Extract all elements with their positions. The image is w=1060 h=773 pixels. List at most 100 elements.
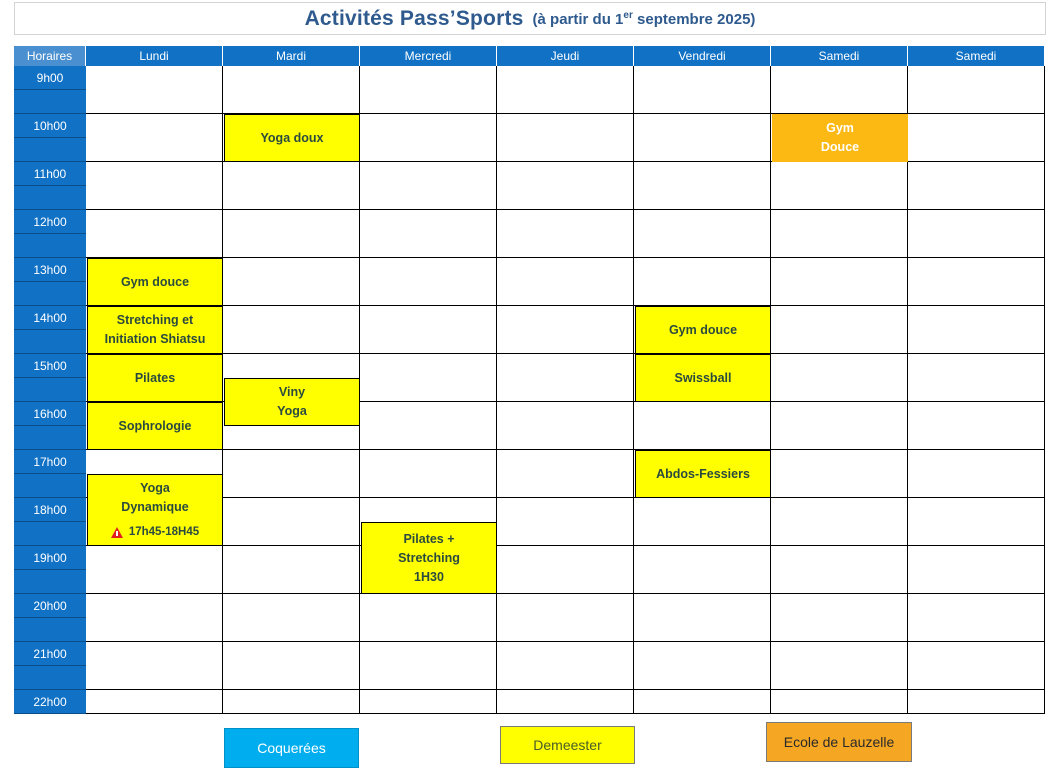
schedule-cell[interactable] — [497, 450, 634, 498]
schedule-cell[interactable] — [771, 306, 908, 354]
schedule-cell[interactable] — [497, 594, 634, 642]
activity-pilates-lundi[interactable]: Pilates — [87, 354, 223, 402]
legend-button-demeester[interactable]: Demeester — [500, 726, 635, 764]
schedule-cell[interactable] — [223, 546, 360, 594]
schedule-cell[interactable] — [360, 450, 497, 498]
schedule-cell[interactable] — [360, 162, 497, 210]
schedule-cell[interactable] — [86, 210, 223, 258]
schedule-cell[interactable] — [771, 690, 908, 714]
schedule-cell[interactable] — [634, 546, 771, 594]
schedule-cell[interactable] — [223, 594, 360, 642]
schedule-cell[interactable] — [908, 498, 1045, 546]
schedule-cell[interactable] — [497, 546, 634, 594]
schedule-cell[interactable] — [86, 642, 223, 690]
schedule-cell[interactable] — [360, 114, 497, 162]
schedule-cell[interactable] — [908, 642, 1045, 690]
schedule-cell[interactable] — [223, 642, 360, 690]
schedule-cell[interactable] — [497, 66, 634, 114]
activity-viny-yoga[interactable]: Viny Yoga — [224, 378, 360, 426]
column-header-mardi[interactable]: Mardi — [223, 46, 360, 66]
schedule-cell[interactable] — [908, 690, 1045, 714]
schedule-cell[interactable] — [908, 258, 1045, 306]
schedule-cell[interactable] — [908, 546, 1045, 594]
schedule-cell[interactable] — [223, 306, 360, 354]
schedule-cell[interactable] — [634, 114, 771, 162]
activity-gym-douce-vendredi[interactable]: Gym douce — [635, 306, 771, 354]
column-header-horaires[interactable]: Horaires — [14, 46, 86, 66]
schedule-cell[interactable] — [360, 642, 497, 690]
column-header-mercredi[interactable]: Mercredi — [360, 46, 497, 66]
schedule-cell[interactable] — [497, 690, 634, 714]
schedule-cell[interactable] — [634, 594, 771, 642]
legend-button-coquerees[interactable]: Coquerées — [224, 728, 359, 768]
schedule-cell[interactable] — [223, 162, 360, 210]
schedule-cell[interactable] — [771, 450, 908, 498]
schedule-cell[interactable] — [223, 690, 360, 714]
column-header-jeudi[interactable]: Jeudi — [497, 46, 634, 66]
schedule-cell[interactable] — [223, 258, 360, 306]
schedule-cell[interactable] — [360, 690, 497, 714]
schedule-cell[interactable] — [634, 642, 771, 690]
schedule-cell[interactable] — [223, 450, 360, 498]
schedule-cell[interactable] — [634, 162, 771, 210]
activity-pilates-stretching[interactable]: Pilates + Stretching 1H30 — [361, 522, 497, 594]
schedule-cell[interactable] — [360, 306, 497, 354]
schedule-cell[interactable] — [86, 690, 223, 714]
schedule-cell[interactable] — [497, 642, 634, 690]
schedule-cell[interactable] — [634, 258, 771, 306]
activity-gym-douce-lundi[interactable]: Gym douce — [87, 258, 223, 306]
schedule-cell[interactable] — [86, 66, 223, 114]
legend-button-ecole-de-lauzelle[interactable]: Ecole de Lauzelle — [766, 722, 912, 762]
schedule-cell[interactable] — [771, 162, 908, 210]
schedule-cell[interactable] — [223, 498, 360, 546]
schedule-cell[interactable] — [497, 114, 634, 162]
schedule-cell[interactable] — [908, 594, 1045, 642]
column-header-samedi1[interactable]: Samedi — [771, 46, 908, 66]
schedule-cell[interactable] — [86, 114, 223, 162]
schedule-cell[interactable] — [771, 210, 908, 258]
schedule-cell[interactable] — [360, 258, 497, 306]
schedule-cell[interactable] — [86, 162, 223, 210]
schedule-cell[interactable] — [908, 114, 1045, 162]
schedule-cell[interactable] — [634, 402, 771, 450]
column-header-samedi2[interactable]: Samedi — [908, 46, 1045, 66]
schedule-cell[interactable] — [634, 210, 771, 258]
schedule-cell[interactable] — [360, 210, 497, 258]
schedule-cell[interactable] — [360, 402, 497, 450]
activity-yoga-doux[interactable]: Yoga doux — [224, 114, 360, 162]
schedule-cell[interactable] — [908, 306, 1045, 354]
activity-yoga-dynamique[interactable]: Yoga Dynamique 17h45-18H45 — [87, 474, 223, 546]
schedule-cell[interactable] — [497, 258, 634, 306]
schedule-cell[interactable] — [771, 642, 908, 690]
activity-sophrologie[interactable]: Sophrologie — [87, 402, 223, 450]
schedule-cell[interactable] — [497, 162, 634, 210]
schedule-cell[interactable] — [908, 162, 1045, 210]
schedule-cell[interactable] — [771, 258, 908, 306]
schedule-cell[interactable] — [771, 354, 908, 402]
schedule-cell[interactable] — [771, 402, 908, 450]
schedule-cell[interactable] — [497, 306, 634, 354]
activity-gym-douce-samedi[interactable]: Gym Douce — [772, 114, 908, 162]
schedule-cell[interactable] — [223, 66, 360, 114]
schedule-cell[interactable] — [634, 690, 771, 714]
activity-abdos-fessiers[interactable]: Abdos-Fessiers — [635, 450, 771, 498]
schedule-cell[interactable] — [497, 498, 634, 546]
schedule-cell[interactable] — [908, 450, 1045, 498]
schedule-cell[interactable] — [86, 594, 223, 642]
schedule-cell[interactable] — [771, 546, 908, 594]
schedule-cell[interactable] — [497, 210, 634, 258]
schedule-cell[interactable] — [360, 354, 497, 402]
schedule-cell[interactable] — [360, 594, 497, 642]
schedule-cell[interactable] — [86, 546, 223, 594]
schedule-cell[interactable] — [497, 354, 634, 402]
schedule-cell[interactable] — [908, 210, 1045, 258]
column-header-lundi[interactable]: Lundi — [86, 46, 223, 66]
activity-swissball[interactable]: Swissball — [635, 354, 771, 402]
schedule-cell[interactable] — [908, 354, 1045, 402]
schedule-cell[interactable] — [908, 402, 1045, 450]
schedule-cell[interactable] — [360, 66, 497, 114]
schedule-cell[interactable] — [771, 594, 908, 642]
schedule-cell[interactable] — [497, 402, 634, 450]
schedule-cell[interactable] — [634, 498, 771, 546]
column-header-vendredi[interactable]: Vendredi — [634, 46, 771, 66]
